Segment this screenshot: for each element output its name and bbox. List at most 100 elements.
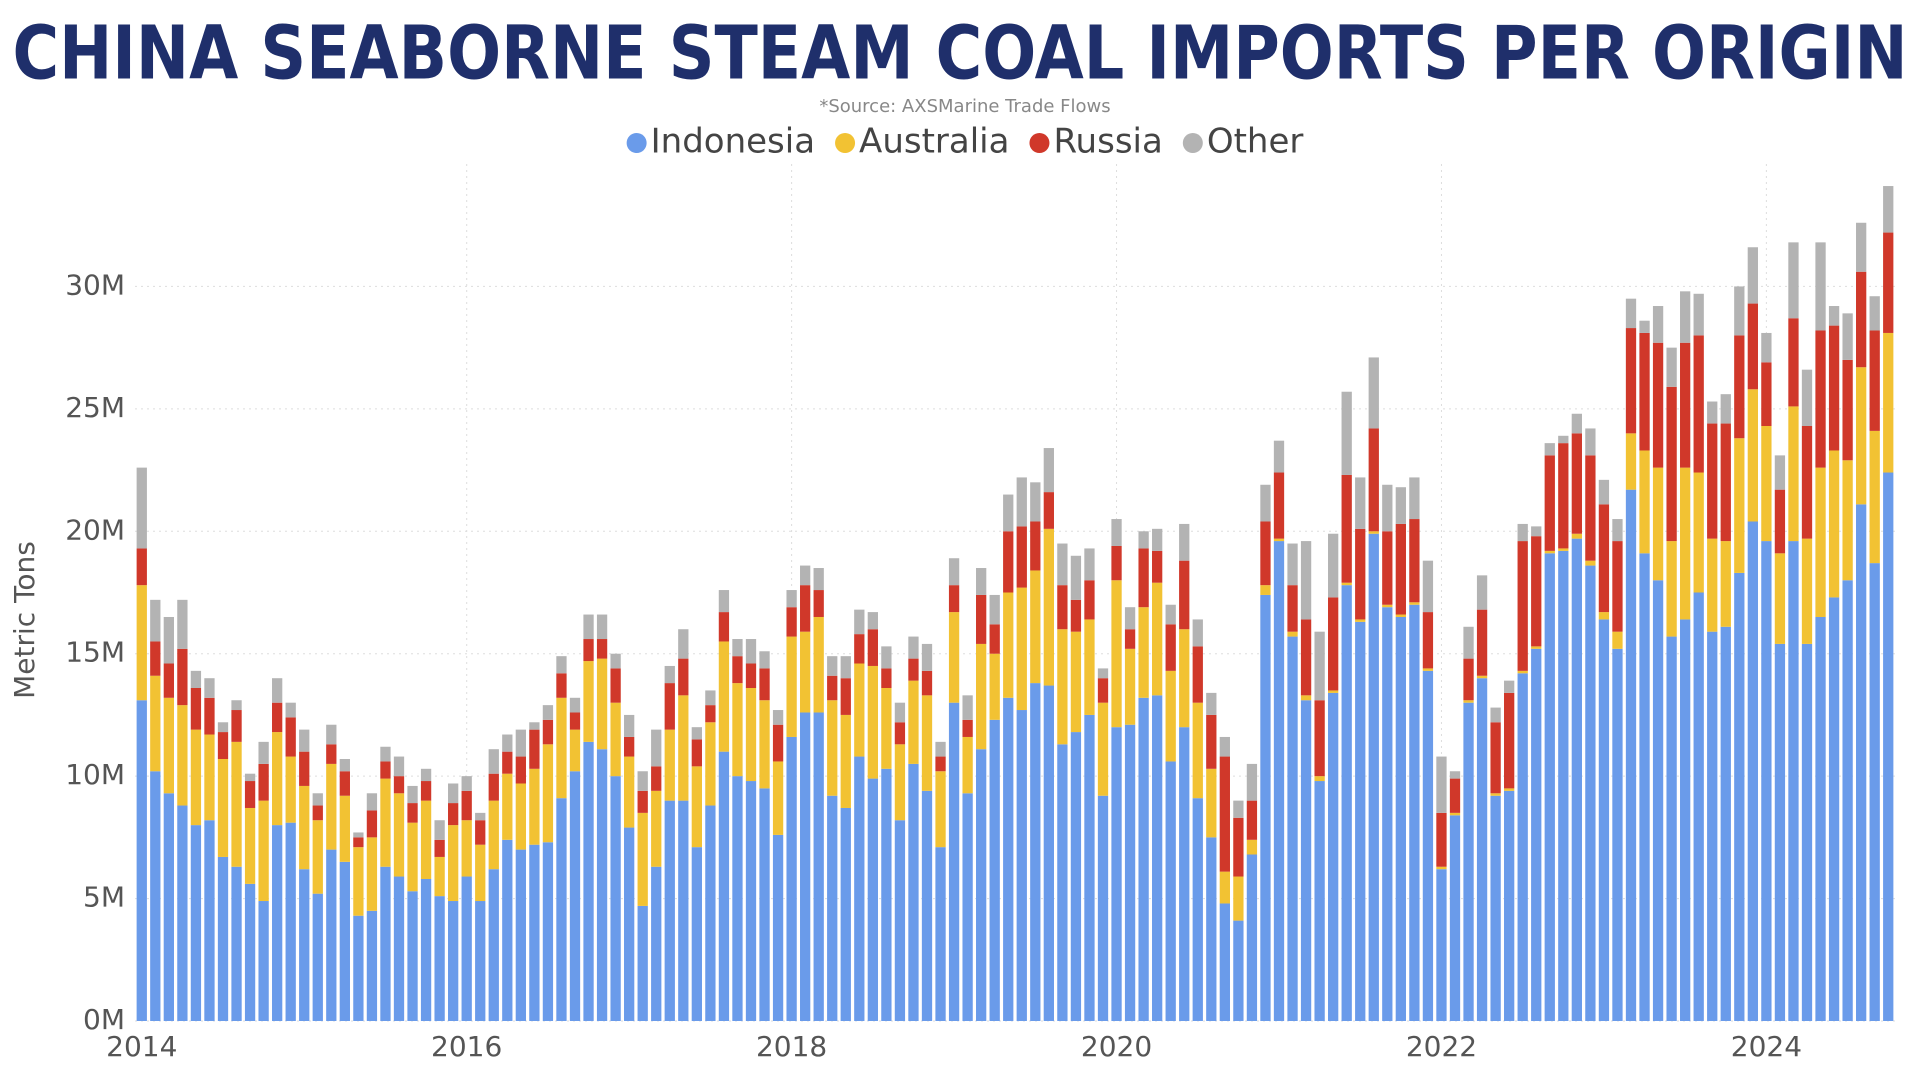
bar-segment (1409, 602, 1420, 605)
bar-segment (163, 793, 174, 1021)
bar-segment (353, 832, 364, 838)
bar-segment (1544, 553, 1555, 1021)
y-tick-label: 10M (65, 758, 125, 791)
bar-segment (1720, 626, 1731, 1021)
bar-segment (1883, 232, 1894, 333)
bar-segment (515, 849, 526, 1021)
bar-segment (1639, 450, 1650, 554)
bar-segment (962, 793, 973, 1021)
bar-segment (1422, 670, 1434, 1021)
bar-segment (1652, 467, 1664, 581)
bar-segment (854, 609, 865, 635)
bar-segment (1192, 646, 1203, 703)
bar-segment (867, 665, 878, 779)
bar-segment (948, 558, 960, 586)
bar-segment (1030, 683, 1041, 1021)
bar-segment (1314, 631, 1325, 701)
bar-segment (1382, 604, 1393, 608)
bar-segment (894, 820, 906, 1021)
bar-segment (1558, 550, 1569, 1021)
bar-segment (204, 734, 215, 821)
bar-segment (908, 636, 919, 659)
bar-segment (299, 751, 310, 786)
bar-segment (1815, 616, 1826, 1021)
bar-segment (1043, 448, 1054, 493)
bar-segment (1233, 817, 1244, 877)
bar-segment (1693, 293, 1704, 336)
bar-segment (989, 719, 1000, 1021)
bar-segment (1314, 700, 1325, 777)
bar-segment (1869, 296, 1880, 331)
bar-segment (1856, 504, 1867, 1021)
bar-segment (1774, 489, 1786, 554)
bar-segment (1111, 519, 1122, 546)
bar-segment (610, 702, 621, 777)
bar-segment (1409, 477, 1420, 520)
bar-segment (935, 741, 946, 757)
bar-segment (488, 749, 499, 774)
bar-segment (1639, 320, 1650, 333)
legend-marker (1029, 133, 1050, 153)
legend-label: Other (1207, 122, 1304, 162)
bar-segment (1328, 692, 1339, 1021)
bar-segment (1652, 580, 1664, 1021)
bar-segment (177, 805, 188, 1021)
bar-segment (962, 736, 973, 794)
bar-segment (1815, 242, 1826, 331)
bar-segment (1097, 678, 1109, 703)
bar-segment (1720, 423, 1731, 542)
bar-segment (1124, 648, 1136, 725)
bar-segment (881, 646, 892, 669)
bar-segment (1598, 612, 1610, 620)
bar-segment (380, 778, 391, 867)
bar-segment (136, 585, 147, 701)
bar-segment (1490, 795, 1501, 1021)
bar-segment (407, 822, 418, 892)
bar-segment (1043, 492, 1054, 529)
bar-segment (1314, 776, 1325, 782)
bar-segment (299, 785, 310, 870)
bar-segment (1300, 619, 1312, 696)
bar-segment (678, 629, 689, 659)
bar-segment (1368, 533, 1379, 1021)
bar-segment (1625, 298, 1637, 329)
bar-segment (434, 896, 445, 1021)
bar-segment (448, 901, 459, 1021)
bar-segment (285, 756, 296, 823)
bar-segment (529, 722, 540, 730)
bar-segment (448, 803, 459, 826)
bar-segment (1801, 425, 1813, 539)
bar-segment (1449, 812, 1461, 816)
bar-segment (745, 781, 757, 1021)
bar-segment (1382, 607, 1393, 1021)
bar-segment (502, 773, 513, 840)
bar-segment (1057, 629, 1068, 745)
bar-segment (1774, 455, 1786, 490)
bar-segment (177, 705, 188, 806)
bar-segment (393, 876, 405, 1021)
bar-segment (366, 810, 378, 838)
bar-segment (651, 766, 662, 791)
bar-segment (1192, 702, 1203, 799)
bar-segment (542, 719, 554, 745)
bar-segment (407, 785, 418, 804)
bar-segment (475, 820, 486, 845)
bar-segment (1828, 306, 1840, 326)
bar-segment (624, 756, 635, 828)
bar-segment (1070, 599, 1082, 632)
bar-segment (1788, 541, 1799, 1021)
bar-segment (326, 849, 337, 1021)
bar-segment (1801, 538, 1813, 644)
bar-segment (1585, 455, 1596, 561)
x-tick-label: 2020 (1081, 1030, 1152, 1063)
bar-segment (1680, 342, 1691, 468)
bar-segment (529, 844, 540, 1021)
bar-segment (556, 697, 567, 799)
bar-segment (705, 805, 716, 1021)
bar-segment (1138, 607, 1149, 698)
bar-segment (1179, 560, 1190, 630)
bar-segment (1774, 643, 1786, 1021)
bar-segment (1097, 702, 1109, 796)
bar-segment (217, 856, 229, 1021)
bar-segment (1328, 690, 1339, 693)
